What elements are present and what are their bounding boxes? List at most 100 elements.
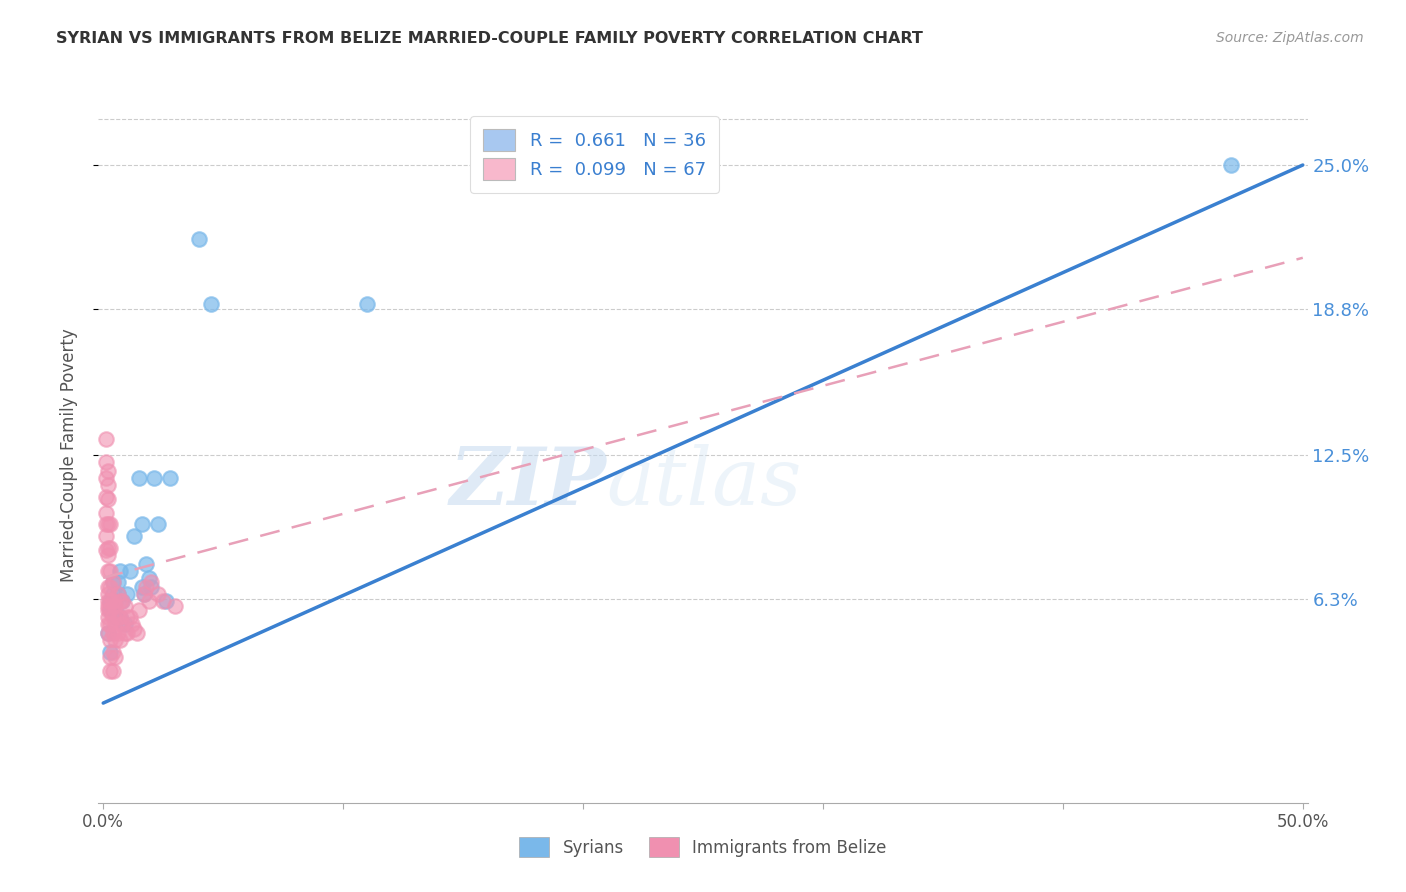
Point [101,575,124,590]
Point [100,580,122,594]
Point [107,587,129,601]
Point [124,529,146,543]
Point [108,594,131,608]
Point [97,594,120,608]
Point [101,594,124,608]
Text: SYRIAN VS IMMIGRANTS FROM BELIZE MARRIED-COUPLE FAMILY POVERTY CORRELATION CHART: SYRIAN VS IMMIGRANTS FROM BELIZE MARRIED… [56,31,924,46]
Point [165,599,187,613]
Point [128,603,150,617]
Text: atlas: atlas [606,444,801,522]
Point [101,599,124,613]
Point [97,478,120,492]
Point [104,649,127,664]
Point [100,564,122,578]
Point [111,617,134,632]
Point [100,649,122,664]
Point [114,617,136,632]
Point [100,541,122,555]
Point [131,517,153,532]
Point [97,626,120,640]
Point [104,599,127,613]
Point [94,543,117,558]
Point [121,617,143,632]
Point [107,626,129,640]
Point [356,297,378,311]
Point [94,455,117,469]
Point [124,622,146,636]
Point [101,664,124,678]
Point [97,587,120,601]
Point [114,599,136,613]
Point [142,471,165,485]
Point [108,610,131,624]
Point [94,529,117,543]
Point [148,517,170,532]
Point [200,297,222,311]
Point [132,587,155,601]
Point [108,633,131,648]
Point [128,471,150,485]
Point [138,571,160,585]
Point [159,471,181,485]
Point [97,564,120,578]
Point [155,594,177,608]
Point [104,594,127,608]
Point [97,491,120,506]
Legend: Syrians, Immigrants from Belize: Syrians, Immigrants from Belize [513,830,893,864]
Point [100,645,122,659]
Point [97,626,120,640]
Point [101,594,124,608]
Point [97,580,120,594]
Point [94,471,117,485]
Point [100,664,122,678]
Point [108,610,131,624]
Point [115,626,138,640]
Point [97,603,120,617]
Point [97,541,120,555]
Point [97,548,120,562]
Point [115,610,138,624]
Point [100,603,122,617]
Point [104,610,127,624]
Point [101,575,124,590]
Point [104,633,127,648]
Point [118,564,141,578]
Point [100,594,122,608]
Point [97,464,120,478]
Point [104,617,127,632]
Point [188,232,211,246]
Point [107,610,129,624]
Point [107,587,129,601]
Point [101,610,124,624]
Point [100,594,122,608]
Point [135,557,157,571]
Point [104,603,127,617]
Point [94,490,117,504]
Point [97,517,120,532]
Point [114,626,136,640]
Text: Source: ZipAtlas.com: Source: ZipAtlas.com [1216,31,1364,45]
Point [141,575,163,590]
Point [111,594,134,608]
Point [125,626,148,640]
Point [101,645,124,659]
Point [108,564,131,578]
Point [141,580,163,594]
Point [97,617,120,632]
Point [94,517,117,532]
Point [97,610,120,624]
Point [135,580,157,594]
Point [148,587,170,601]
Point [94,506,117,520]
Point [107,575,129,590]
Text: ZIP: ZIP [450,444,606,522]
Point [100,603,122,617]
Point [132,587,155,601]
Y-axis label: Married-Couple Family Poverty: Married-Couple Family Poverty [59,328,77,582]
Point [1219,158,1241,172]
Point [111,594,134,608]
Point [101,587,124,601]
Point [115,587,138,601]
Point [100,517,122,532]
Point [131,580,153,594]
